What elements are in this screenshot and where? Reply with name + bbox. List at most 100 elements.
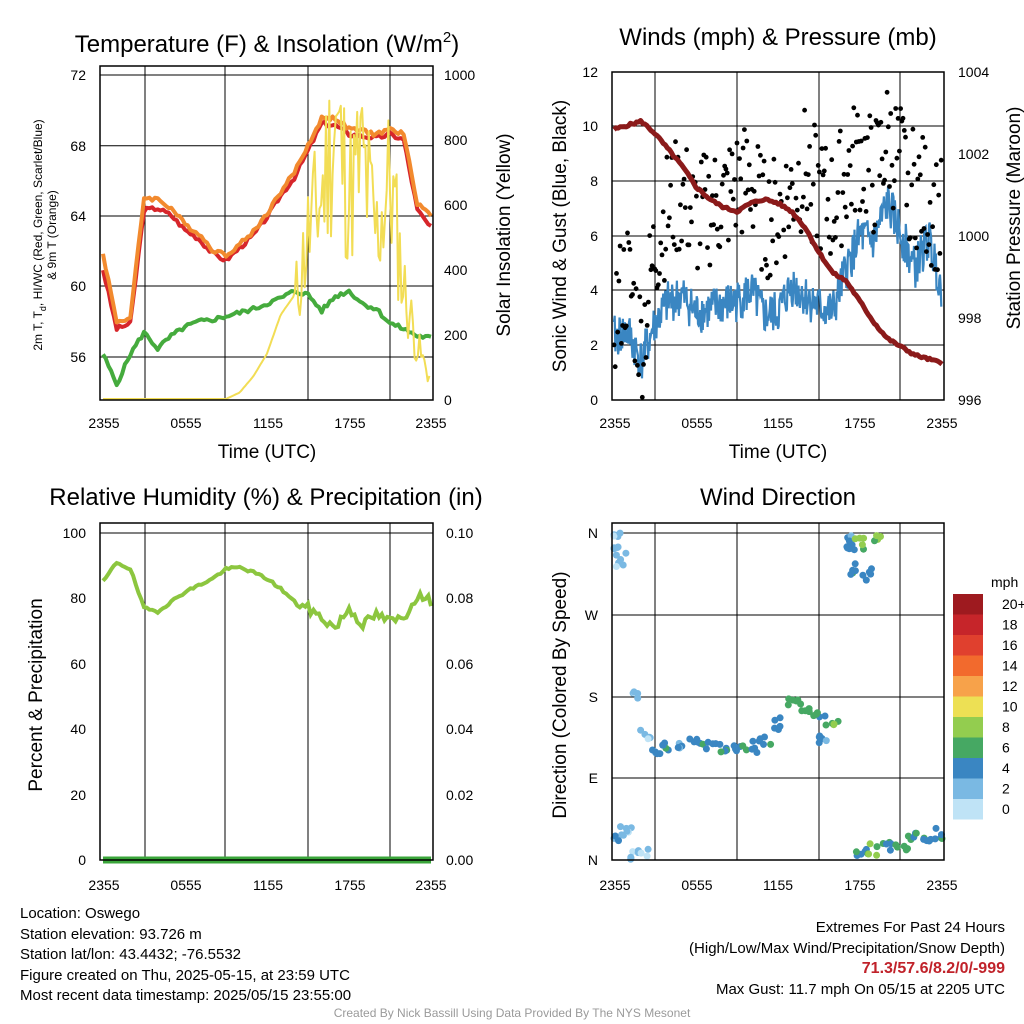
gust-point [842, 204, 848, 210]
tick-label: 2355 [415, 877, 446, 893]
direction-grid [612, 523, 944, 860]
direction-point [622, 824, 630, 832]
gust-point [746, 162, 752, 168]
tick-label: 998 [958, 310, 982, 326]
temperature-title: Temperature (F) & Insolation (W/m2) [75, 29, 459, 58]
gust-point [882, 177, 887, 183]
gust-point [926, 242, 932, 248]
colorbar-label: 18 [1002, 617, 1018, 633]
gust-point [730, 196, 736, 202]
gust-point [869, 182, 875, 188]
gust-point [668, 182, 673, 188]
gust-point [833, 235, 838, 240]
direction-y-ticks: N W S E N [585, 525, 599, 868]
colorbar-swatch [953, 635, 983, 656]
gust-point [887, 184, 892, 189]
gust-point [658, 240, 664, 246]
gust-point [921, 226, 927, 231]
gust-point [821, 168, 827, 174]
gust-point [807, 144, 812, 149]
direction-point [637, 849, 645, 857]
direction-point [882, 840, 890, 848]
tick-label: 0555 [681, 415, 712, 431]
temperature-grid [100, 66, 433, 400]
tick-label: 64 [70, 208, 86, 224]
humidity-x-ticks: 2355 0555 1155 1755 2355 [88, 877, 446, 893]
gust-point [861, 186, 867, 192]
direction-point [622, 549, 630, 557]
colorbar-swatch [953, 676, 983, 697]
gust-point [615, 329, 621, 335]
colorbar-label: 12 [1002, 678, 1018, 694]
gust-point [711, 222, 716, 228]
gust-point [671, 242, 677, 248]
direction-point [674, 744, 682, 751]
gust-point [626, 240, 632, 245]
temperature-panel: Temperature (F) & Insolation (W/m2) 72 6… [31, 29, 515, 463]
gust-point [889, 162, 895, 168]
series-line-2 [101, 288, 432, 388]
gust-point [707, 262, 713, 268]
gust-point [774, 260, 779, 266]
direction-frame [611, 522, 945, 861]
gust-point [909, 182, 915, 188]
gust-point [764, 262, 769, 268]
wind-speed-line [612, 186, 943, 379]
tick-label: 0 [590, 392, 598, 408]
tick-label: 2355 [415, 415, 446, 431]
direction-point [748, 745, 756, 753]
tick-label: 1755 [844, 415, 875, 431]
gust-point [625, 230, 630, 236]
temperature-left-ticks: 72 68 64 60 56 [70, 67, 86, 365]
direction-title: Wind Direction [700, 484, 856, 511]
direction-point [733, 747, 740, 755]
direction-point [845, 537, 853, 545]
gust-point [686, 242, 692, 248]
gust-point [743, 190, 748, 196]
gust-point [798, 229, 804, 235]
gust-point [617, 243, 623, 249]
gust-point [796, 160, 801, 166]
gust-point [824, 216, 830, 222]
station-latlon: Station lat/lon: 43.4432; -76.5532 [20, 946, 242, 963]
gust-point [744, 138, 750, 144]
gust-point [772, 179, 778, 185]
colorbar-swatch [953, 655, 983, 676]
gust-point [777, 191, 783, 197]
gust-point [751, 188, 757, 194]
gust-point [858, 138, 864, 144]
tick-label: 1155 [763, 877, 793, 893]
gust-point [915, 176, 921, 182]
gust-point [837, 128, 843, 134]
direction-point [785, 695, 793, 703]
series-line-3 [103, 99, 431, 400]
direction-point [851, 535, 859, 543]
tick-label: 60 [70, 656, 86, 672]
direction-point [852, 848, 860, 856]
direction-point [616, 529, 624, 537]
direction-point [873, 532, 881, 540]
gust-point [723, 166, 729, 172]
gust-point [786, 224, 792, 230]
direction-point [644, 735, 652, 743]
direction-point [822, 721, 830, 729]
direction-point [805, 708, 813, 716]
gust-point [679, 238, 684, 244]
gust-point [825, 196, 831, 202]
tick-label: 2355 [599, 877, 630, 893]
gust-point [732, 177, 737, 182]
gust-point [651, 224, 656, 230]
humidity-ylabel-left: Percent & Precipitation [26, 598, 47, 791]
tick-label: 0.08 [446, 590, 473, 606]
gust-point [871, 229, 876, 235]
gust-point [828, 251, 833, 256]
gust-point [863, 209, 869, 214]
gust-point [755, 144, 761, 149]
gust-point [758, 152, 763, 158]
humidity-left-ticks: 100 80 60 40 20 0 [63, 525, 87, 868]
winds-series [611, 89, 944, 400]
gust-point [637, 294, 643, 300]
direction-point [686, 735, 694, 743]
gust-point [642, 302, 648, 307]
